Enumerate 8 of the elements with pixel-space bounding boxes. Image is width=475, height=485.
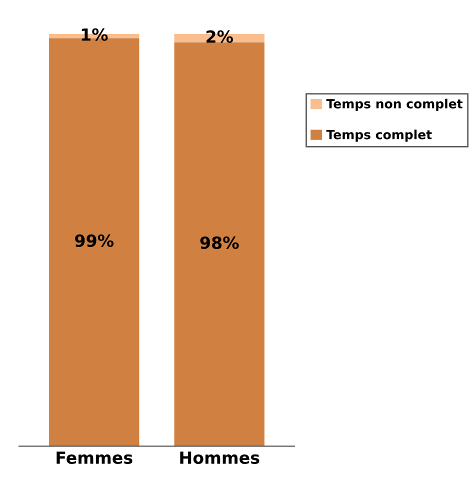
legend-label: Temps complet [326,130,432,142]
x-tick-label: Hommes [180,452,260,464]
data-label: 98% [200,236,239,250]
data-label: 1% [82,28,108,41]
legend-label: Temps non complet [326,98,463,111]
data-label: 2% [206,30,233,43]
data-label: 99% [75,234,114,247]
x-tick-label: Femmes [56,452,132,464]
